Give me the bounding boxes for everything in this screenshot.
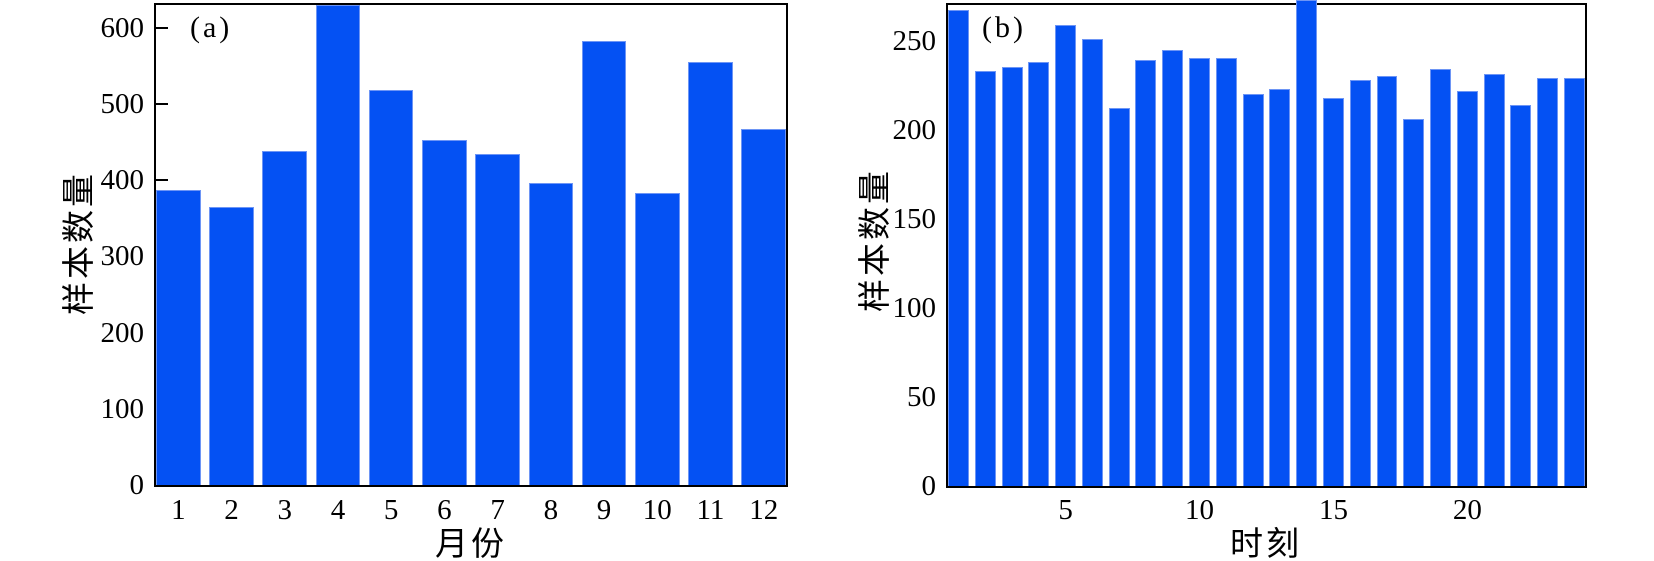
y-tick-label: 600 [100,11,145,44]
bar-2 [209,206,254,485]
bar-6 [422,139,467,485]
x-axis-title-b: 时刻 [1230,527,1302,561]
bar-12 [1242,94,1264,486]
plot-area-a: (a) [154,3,788,487]
y-tick-label: 100 [100,392,145,425]
bar-11 [1215,58,1237,486]
y-axis-title-a: 样本数量 [62,171,98,315]
panel-label-b: (b) [982,11,1026,44]
bar-18 [1403,119,1425,486]
y-tick-label: 500 [100,88,145,121]
bar-9 [581,40,627,485]
x-tick-label: 5 [383,494,399,526]
bar-3 [1001,67,1023,486]
bar-16 [1349,79,1371,486]
bar-3 [262,150,308,485]
bar-7 [475,154,520,485]
x-axis-title-a: 月份 [435,527,507,561]
bar-5 [1055,24,1077,486]
y-tick-mark [156,26,168,29]
bar-2 [974,70,996,486]
bar-8 [1135,60,1157,486]
bar-21 [1483,74,1505,486]
bar-14 [1296,0,1318,486]
bar-12 [741,129,786,485]
x-tick-label: 3 [277,494,292,526]
bar-11 [688,62,733,485]
bar-17 [1376,76,1398,486]
x-tick-label: 8 [543,494,559,526]
x-tick-label: 9 [596,494,612,526]
bar-7 [1108,108,1130,486]
bar-1 [948,10,969,486]
x-tick-label: 5 [1058,494,1073,526]
panel-label-a: (a) [190,11,233,44]
bar-4 [315,5,361,485]
plot-area-b: (b) [946,0,1587,488]
y-tick-mark [156,103,168,106]
bar-22 [1510,104,1532,486]
x-tick-label: 2 [224,494,239,526]
bar-9 [1162,49,1184,486]
bar-23 [1537,78,1559,486]
x-tick-label: 1 [171,494,186,526]
y-axis-title-b: 样本数量 [858,168,894,312]
y-tick-mark [156,484,168,486]
bar-6 [1081,38,1103,486]
x-tick-label: 10 [1185,494,1215,526]
bar-8 [528,183,574,485]
y-tick-label: 50 [907,380,936,413]
bar-4 [1028,62,1050,486]
x-tick-label: 11 [696,494,725,526]
x-tick-label: 10 [642,494,672,526]
bar-13 [1269,88,1291,486]
bar-10 [634,193,680,485]
y-tick-label: 200 [892,113,937,146]
bar-24 [1564,78,1585,486]
y-tick-mark [156,179,168,182]
x-tick-label: 12 [749,494,779,526]
y-tick-label: 0 [921,470,937,502]
bar-10 [1189,58,1210,486]
bar-5 [368,89,414,485]
x-tick-label: 15 [1318,494,1348,526]
x-tick-label: 20 [1452,494,1482,526]
bar-1 [156,190,201,485]
bar-15 [1322,97,1344,486]
y-tick-label: 250 [892,24,937,57]
y-tick-label: 0 [129,469,145,501]
y-tick-mark [948,485,960,487]
bar-19 [1430,69,1452,486]
x-tick-label: 4 [330,494,346,526]
y-tick-label: 200 [100,316,145,349]
bar-20 [1456,90,1478,486]
